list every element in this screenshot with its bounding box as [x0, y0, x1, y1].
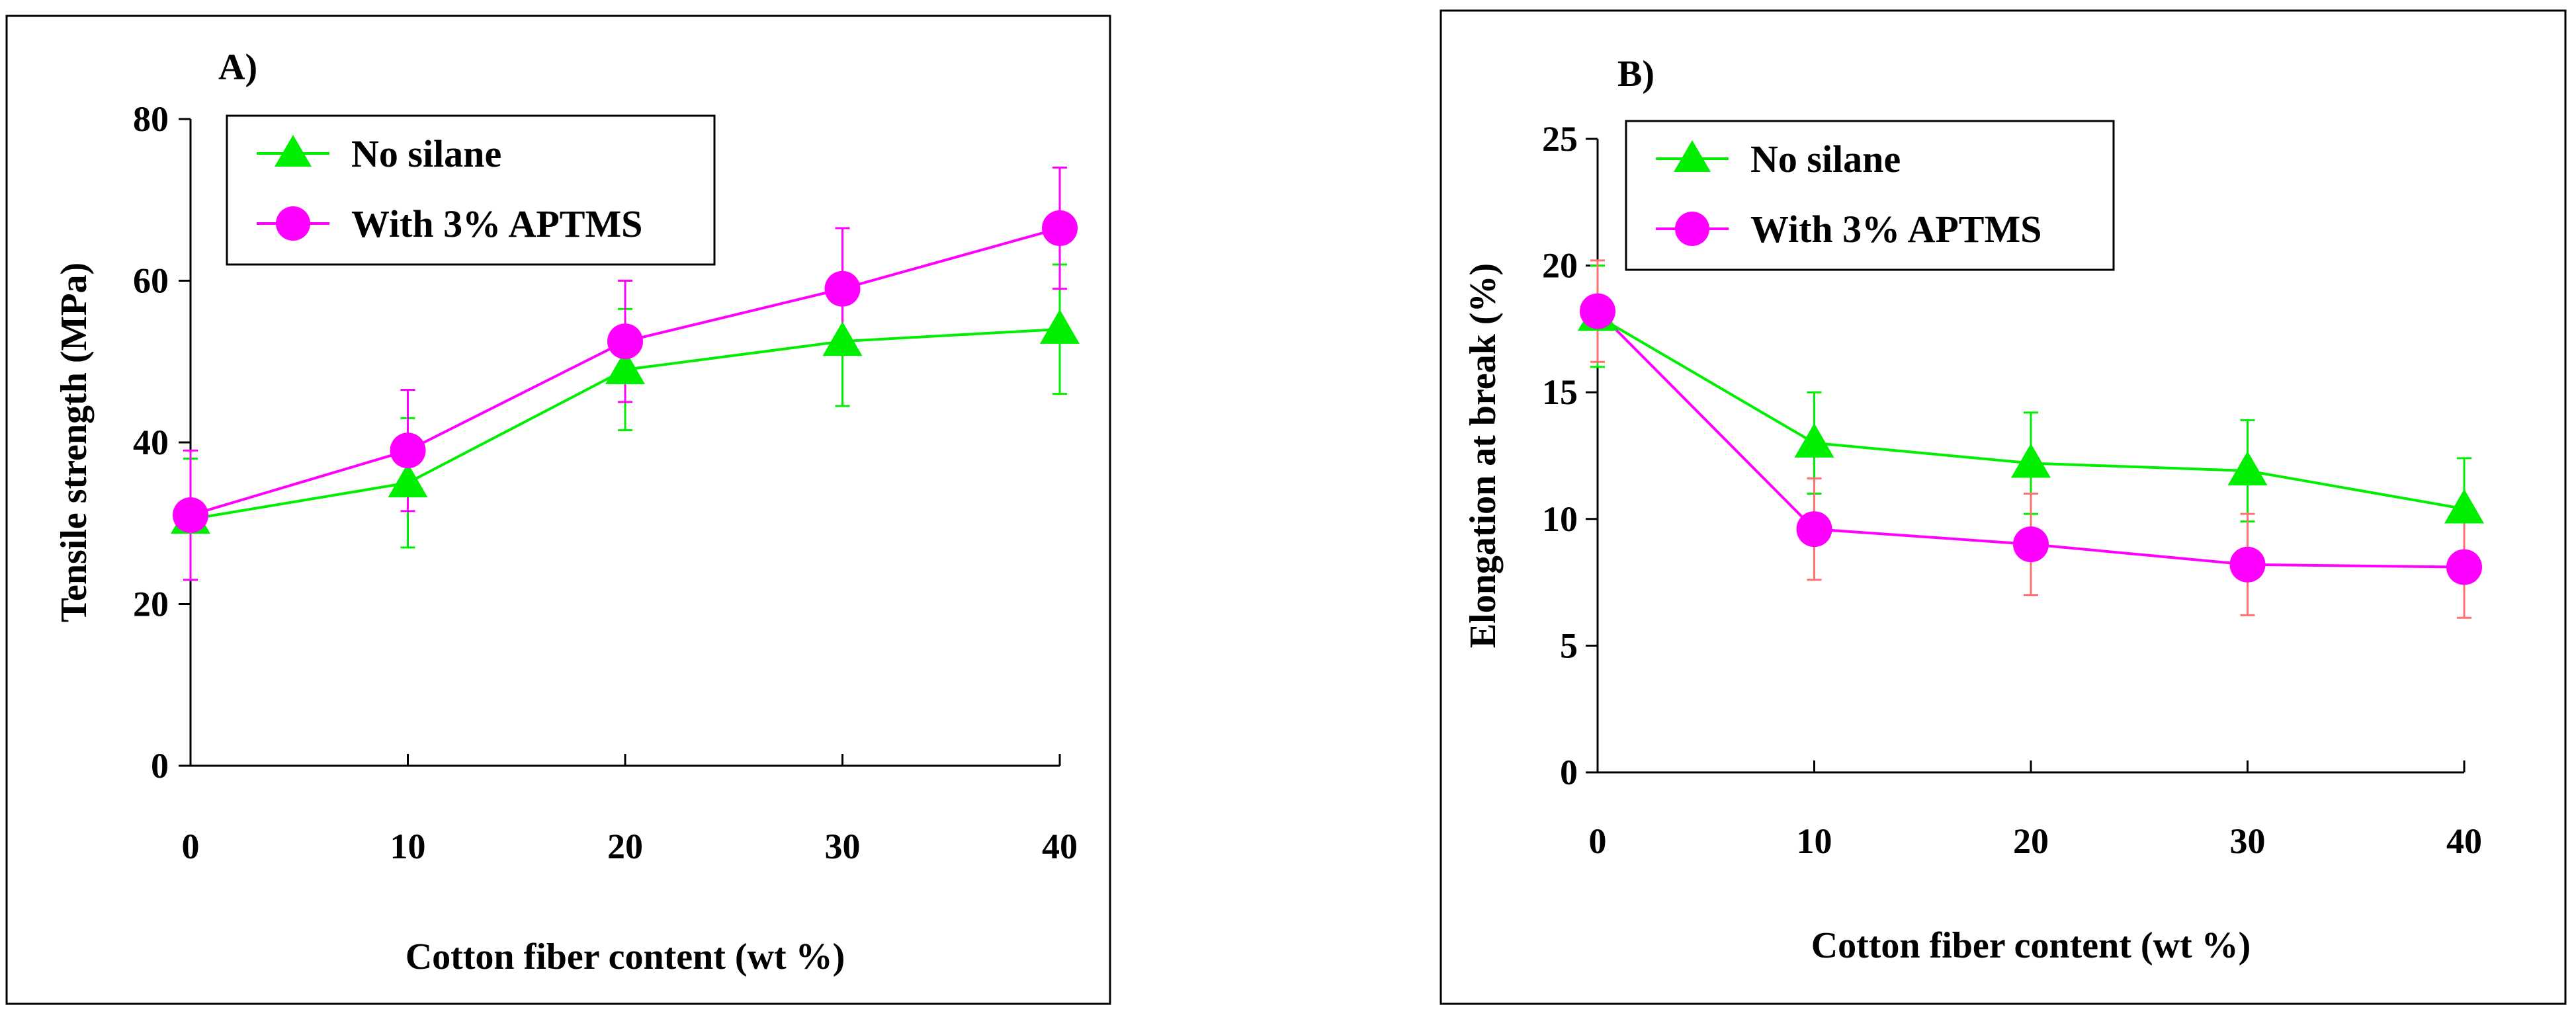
panel-a-point-no-silane	[605, 349, 645, 384]
panel-b-point-aptms	[2229, 546, 2266, 583]
panel-b-x-tick-label: 20	[2013, 821, 2049, 861]
panel-a-point-no-silane	[388, 463, 428, 498]
panel-a-y-tick-label: 60	[133, 261, 169, 301]
panel-a-x-tick-label: 20	[607, 827, 643, 866]
panel-a-legend-marker-no-silane	[275, 135, 312, 167]
panel-b-frame	[1439, 9, 2567, 1005]
panel-b-y-tick-label: 5	[1560, 626, 1578, 665]
panel-b-point-no-silane	[2011, 443, 2051, 478]
panel-b-y-tick-label: 25	[1542, 119, 1578, 159]
panel-a-y-tick-label: 80	[133, 99, 169, 139]
panel-b-x-axis-label: Cotton fiber content (wt %)	[1811, 925, 2251, 966]
panel-b-point-no-silane	[1794, 423, 1834, 458]
panel-b-y-axis-label: Elongation at break (%)	[1463, 263, 1504, 648]
panel-a-x-axis-label: Cotton fiber content (wt %)	[406, 936, 845, 977]
panel-a-point-aptms	[390, 432, 426, 469]
panel-a-point-no-silane	[1040, 309, 1080, 344]
panel-b-x-tick-label: 40	[2446, 821, 2482, 861]
panel-b-legend-label: With 3% APTMS	[1750, 208, 2041, 251]
panel-a-y-tick-label: 20	[133, 585, 169, 624]
panel-b-legend-marker-no-silane	[1674, 140, 1711, 172]
panel-a-legend-marker-aptms	[276, 206, 310, 241]
panel-b-x-tick-label: 0	[1589, 821, 1607, 861]
panel-a-y-tick-label: 0	[151, 746, 169, 786]
panel-a-letter: A)	[218, 47, 257, 88]
panel-b-point-no-silane	[2227, 450, 2268, 485]
panel-a-point-aptms	[173, 497, 208, 534]
panel-a-legend-label: With 3% APTMS	[351, 202, 642, 245]
panel-b-legend-marker-aptms	[1675, 212, 1709, 246]
panel-a-point-aptms	[1042, 210, 1078, 247]
panel-b-x-tick-label: 30	[2230, 821, 2266, 861]
panel-a-y-axis-label: Tensile strength (MPa)	[54, 263, 95, 622]
panel-b-y-tick-label: 15	[1542, 372, 1578, 412]
panel-b-y-tick-label: 0	[1560, 753, 1578, 792]
panel-a-point-aptms	[824, 270, 861, 307]
panel-b-legend-label: No silane	[1750, 138, 1901, 181]
panel-b: B) 0 5 10 15 20 25 0 10 20 30 40 Cotton fiber conten…	[1439, 9, 2567, 1005]
panel-b-point-aptms	[1580, 293, 1615, 329]
panel-a-x-tick-label: 30	[825, 827, 861, 866]
panel-b-letter: B)	[1617, 54, 1654, 95]
panel-a-y-tick-label: 40	[133, 423, 169, 462]
panel-a-legend-box	[226, 114, 716, 266]
panel-a-x-tick-label: 40	[1042, 827, 1078, 866]
panel-b-y-tick-label: 20	[1542, 246, 1578, 286]
panel-b-point-aptms	[1796, 511, 1832, 548]
panel-b-y-tick-label: 10	[1542, 499, 1578, 539]
panel-b-x-tick-label: 10	[1797, 821, 1832, 861]
panel-b-point-aptms	[2013, 526, 2049, 563]
panel-b-legend-box	[1625, 120, 2115, 271]
panel-a-x-tick-label: 10	[390, 827, 426, 866]
panel-a-frame	[5, 15, 1111, 1005]
panel-a-x-tick-label: 0	[182, 827, 200, 866]
panel-a-point-aptms	[607, 323, 643, 360]
panel-b-point-no-silane	[2444, 489, 2484, 524]
panel-a-point-no-silane	[822, 321, 863, 356]
panel-a: A) 0 20 40 60 80 0 10 20 30 40 Cotton fiber content…	[5, 15, 1111, 1005]
panel-b-point-aptms	[2446, 549, 2482, 585]
panel-a-legend-label: No silane	[351, 132, 501, 175]
